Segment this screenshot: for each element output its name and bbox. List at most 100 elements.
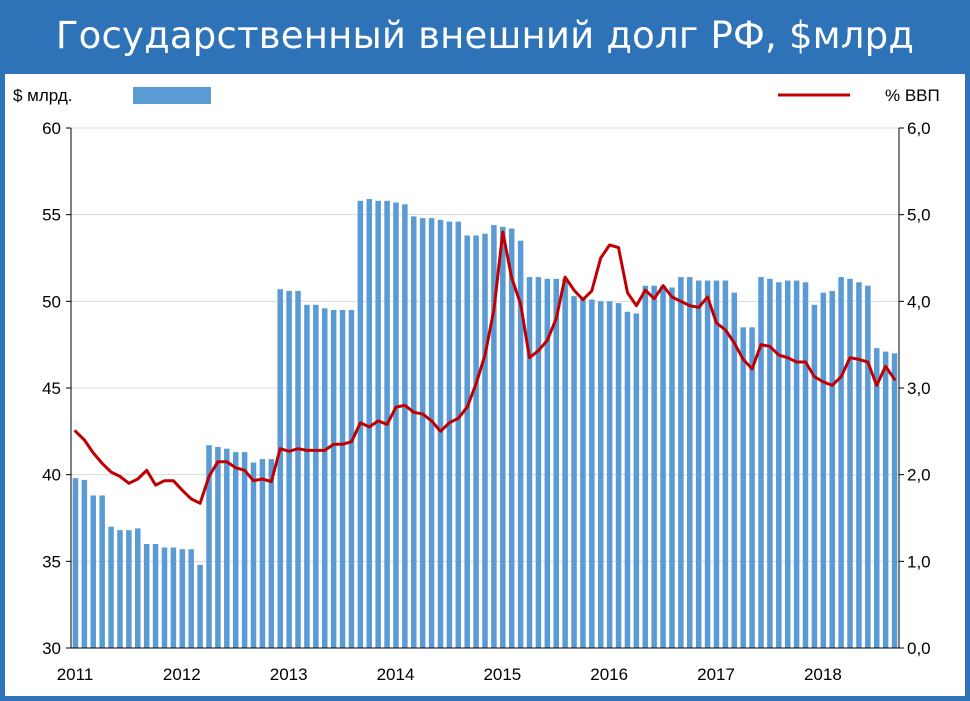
bar — [526, 277, 533, 648]
legend-bar-swatch — [133, 87, 211, 104]
bar — [767, 278, 773, 648]
left-tick-label: 35 — [42, 552, 61, 571]
bar — [277, 289, 283, 648]
left-tick-label: 60 — [42, 119, 61, 138]
right-tick-label: 4,0 — [907, 292, 931, 311]
bar — [482, 233, 488, 648]
bar — [865, 285, 871, 648]
bar — [873, 348, 880, 648]
bar — [847, 278, 853, 648]
bar — [268, 459, 275, 648]
bar — [446, 221, 453, 648]
bar — [117, 530, 123, 648]
bar — [704, 280, 711, 648]
bar — [500, 226, 506, 649]
bar — [464, 235, 470, 648]
bar — [829, 290, 835, 648]
bar — [820, 292, 827, 648]
bar — [731, 292, 738, 648]
bar — [802, 282, 809, 648]
bar-series — [72, 199, 898, 649]
bar — [571, 296, 577, 648]
bar — [776, 282, 782, 648]
right-tick-label: 1,0 — [907, 552, 931, 571]
bar — [197, 564, 203, 648]
bar — [660, 285, 666, 648]
bar — [72, 478, 79, 648]
bar — [375, 200, 381, 649]
bar — [838, 277, 844, 648]
bar — [241, 452, 248, 648]
x-tick-label: 2015 — [483, 665, 521, 684]
bar — [508, 228, 515, 649]
bar — [366, 199, 373, 649]
bar — [259, 459, 266, 648]
x-tick-label: 2016 — [590, 665, 628, 684]
bar — [99, 495, 105, 648]
bar — [108, 526, 114, 648]
x-tick-label: 2012 — [163, 665, 201, 684]
left-tick-label: 30 — [42, 639, 61, 658]
right-tick-label: 6,0 — [907, 119, 931, 138]
bar — [811, 304, 818, 648]
bar — [304, 304, 310, 648]
bar — [651, 285, 657, 648]
bar — [740, 327, 746, 648]
bar — [81, 479, 88, 648]
chart-title: Государственный внешний долг РФ, $млрд — [55, 14, 915, 57]
left-tick-label: 45 — [42, 379, 61, 398]
left-tick-label: 50 — [42, 292, 61, 311]
bar — [535, 277, 542, 648]
bar — [339, 310, 346, 648]
bar — [179, 549, 186, 648]
chart-canvas: 30 35 40 45 50 55 60 0,0 1,0 2,0 3,0 4,0 5,0 6,0 201… — [13, 86, 940, 684]
right-tick-label: 0,0 — [907, 639, 931, 658]
bar — [544, 278, 551, 648]
bar — [784, 280, 791, 648]
y-axis-right-ticks: 0,0 1,0 2,0 3,0 4,0 5,0 6,0 — [907, 119, 931, 658]
bar — [580, 297, 586, 648]
bar — [695, 280, 702, 648]
bar — [606, 301, 613, 648]
bar — [393, 202, 399, 649]
gdp-share-line — [74, 230, 896, 505]
bar — [250, 462, 257, 648]
axes — [66, 127, 904, 649]
bar — [669, 287, 675, 648]
bar — [473, 235, 479, 648]
bar — [455, 221, 462, 648]
bar — [722, 280, 729, 648]
bar — [856, 282, 862, 648]
bar — [232, 452, 239, 648]
x-tick-label: 2013 — [270, 665, 308, 684]
bar — [687, 277, 693, 648]
y-axis-left-ticks: 30 35 40 45 50 55 60 — [42, 119, 61, 658]
bar — [624, 311, 631, 648]
bar — [615, 303, 622, 648]
bar — [793, 280, 800, 648]
bar — [517, 240, 524, 648]
left-tick-label: 55 — [42, 206, 61, 225]
bar — [891, 353, 898, 648]
bar — [642, 285, 649, 648]
x-axis-labels: 2011 2012 2013 2014 2015 2016 2017 2018 — [57, 665, 842, 684]
bar — [170, 547, 177, 648]
bar — [411, 216, 417, 648]
bar — [553, 278, 559, 648]
bar — [135, 528, 141, 648]
legend-bar-label: $ млрд. — [13, 86, 73, 105]
bar — [126, 530, 132, 648]
bar — [428, 218, 435, 648]
bar — [678, 277, 684, 648]
chart-panel: 30 35 40 45 50 55 60 0,0 1,0 2,0 3,0 4,0 5,0 6,0 201… — [5, 74, 965, 696]
bar — [224, 448, 230, 648]
bar — [90, 495, 97, 648]
legend-line-label: % ВВП — [885, 86, 940, 105]
bar — [749, 327, 755, 648]
bar — [882, 351, 889, 648]
bar — [330, 310, 337, 648]
bar — [597, 301, 604, 648]
bar — [143, 544, 150, 648]
bar — [589, 299, 595, 648]
